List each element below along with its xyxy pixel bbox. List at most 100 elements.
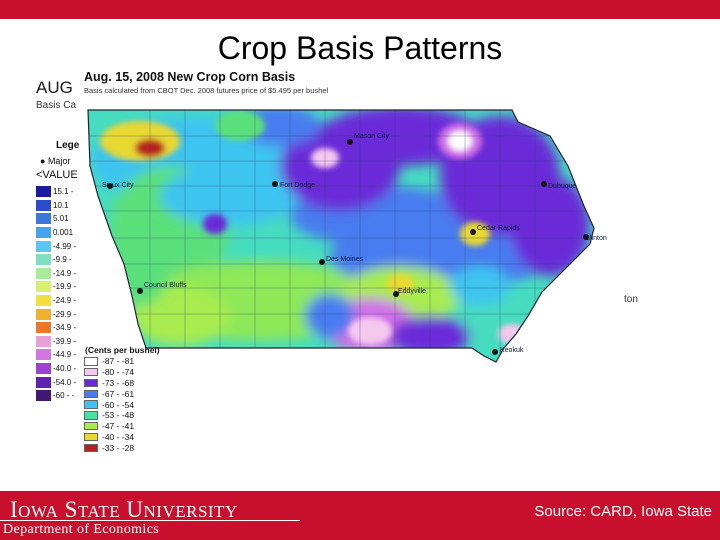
background-legend-label: -60 - - (53, 391, 75, 401)
background-legend-item: -19.9 - (36, 280, 76, 294)
slide-title: Crop Basis Patterns (217, 30, 503, 66)
city-label-cedar-rapids: Cedar Rapids (477, 225, 520, 232)
city-label-fort-dodge: Fort Dodge (280, 182, 315, 189)
background-legend-label: 15.1 - (53, 187, 74, 197)
background-legend-item: 10.1 (36, 199, 76, 213)
background-legend-item: -54.0 - (36, 375, 76, 389)
background-legend-label: -24.9 - (53, 296, 77, 306)
city-marker-des-moines (319, 259, 325, 265)
university-logo: IOWA STATE UNIVERSITY (10, 497, 238, 522)
city-label-mason-city: Mason City (354, 133, 390, 140)
background-legend-swatch (36, 308, 51, 320)
legend-item: -33 - -28 (84, 442, 134, 453)
background-legend-swatch (36, 186, 51, 198)
background-legend-swatch (36, 199, 51, 211)
background-legend-swatch (36, 390, 51, 402)
background-legend-item: -14.9 - (36, 267, 76, 281)
background-legend-item: -39.9 - (36, 335, 76, 349)
legend-label: -33 - -28 (102, 442, 135, 453)
background-legend-label: -14.9 - (53, 268, 77, 278)
legend-item: -67 - -61 (84, 388, 134, 399)
background-legend-swatch (36, 254, 51, 266)
basis-surface (88, 110, 594, 362)
top-brand-bar (0, 0, 720, 19)
legend-label: -73 - -68 (102, 377, 135, 388)
background-legend-label: -40.0 - (53, 364, 77, 374)
background-legend-label: 0.001 (53, 228, 74, 238)
legend-label: -60 - -54 (102, 399, 135, 410)
legend-label: -40 - -34 (102, 431, 135, 442)
iowa-basis-map: Mason City Sioux City Fort Dodge Dubuque… (87, 109, 607, 363)
background-legend-label: -9.9 - (53, 255, 72, 265)
background-legend-item: 0.001 (36, 226, 76, 240)
background-legend-item: -4.99 - (36, 239, 76, 253)
legend-swatch (84, 411, 98, 420)
legend-item: -73 - -68 (84, 378, 134, 389)
background-legend-label: -44.9 - (53, 350, 77, 360)
city-marker-clinton (583, 234, 589, 240)
legend-label: -67 - -61 (102, 388, 135, 399)
city-marker-mason-city (347, 139, 353, 145)
background-legend-item: -60 - - (36, 389, 76, 403)
background-legend-label: -54.0 - (53, 377, 77, 387)
legend-item: -80 - -74 (84, 367, 134, 378)
background-legend-item: -44.9 - (36, 348, 76, 362)
map-subtitle: Basis calculated from CBOT Dec. 2008 fut… (84, 86, 329, 95)
legend-item: -87 - -81 (84, 356, 134, 367)
background-legend-swatch (36, 295, 51, 307)
city-label-sioux-city: Sioux City (102, 182, 134, 189)
background-legend-label: -39.9 - (53, 336, 77, 346)
background-legend-label: -4.99 - (53, 241, 77, 251)
legend-item: -40 - -34 (84, 432, 134, 443)
city-label-des-moines: Des Moines (326, 256, 363, 263)
background-legend-item: -34.9 - (36, 321, 76, 335)
legend-item: -47 - -41 (84, 421, 134, 432)
background-city-legend-text: Major (47, 156, 71, 166)
department-name: Department of Economics (3, 522, 160, 537)
city-marker-council-bluffs (137, 288, 143, 294)
legend-label: -53 - -48 (102, 410, 135, 421)
legend-item: -60 - -54 (84, 399, 134, 410)
background-map-caption: AUG (36, 78, 73, 97)
city-marker-dubuque (541, 181, 547, 187)
iowa-outline (87, 109, 595, 363)
legend-swatch (84, 421, 98, 431)
city-marker-keokuk (492, 349, 498, 355)
background-legend-swatch (36, 240, 51, 252)
legend-swatch (84, 432, 98, 442)
city-label-council-bluffs: Council Bluffs (144, 282, 187, 289)
legend-label: -47 - -41 (102, 421, 135, 432)
background-legend-swatch (36, 363, 51, 375)
city-marker-eddyville (393, 291, 399, 297)
background-city-legend: ● Major (40, 156, 71, 166)
source-citation: Source: CARD, Iowa State (534, 503, 712, 520)
background-legend-swatch (36, 335, 51, 347)
background-legend-item: -40.0 - (36, 362, 76, 376)
city-label-clinton: Clinton (585, 235, 607, 242)
legend-units: (Cents per bushel) (85, 345, 160, 355)
legend-item: -53 - -48 (84, 410, 134, 421)
background-value-label: <VALUE (36, 169, 78, 181)
legend-swatch (84, 367, 98, 377)
background-legend-item: -29.9 - (36, 307, 76, 321)
background-legend-swatch (36, 267, 51, 279)
background-legend-label: 5.01 (53, 214, 69, 224)
background-legend-item: 5.01 (36, 212, 76, 226)
logo-divider (0, 520, 300, 521)
legend-swatch (84, 443, 98, 453)
legend-swatch (84, 378, 98, 388)
legend-label: -87 - -81 (102, 356, 135, 367)
background-legend-label: Lege (56, 140, 80, 151)
background-legend-label: 10.1 (53, 200, 69, 210)
background-legend-swatch (36, 376, 51, 388)
background-legend-item: -9.9 - (36, 253, 76, 267)
city-label-eddyville: Eddyville (398, 288, 426, 295)
background-legend-item: 15.1 - (36, 185, 76, 199)
footer-bar (0, 491, 720, 540)
background-legend: 15.1 - 10.1 5.01 0.001 -4.99 - -9.9 - -14.9 - -… (36, 185, 76, 403)
background-legend-swatch (36, 213, 51, 225)
legend-swatch (84, 357, 98, 366)
legend-swatch (84, 400, 98, 409)
background-legend-swatch (36, 322, 51, 334)
legend-label: -80 - -74 (102, 367, 135, 378)
